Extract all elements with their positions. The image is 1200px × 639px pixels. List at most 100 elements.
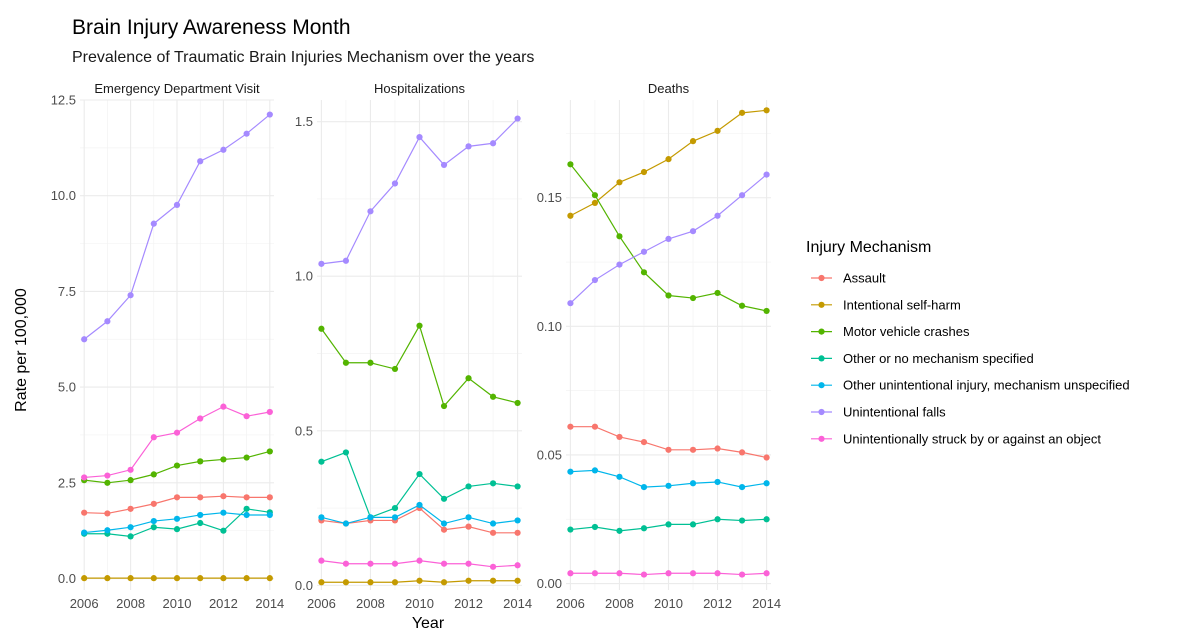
data-point — [391, 180, 399, 187]
data-point — [197, 511, 204, 519]
data-point — [342, 560, 350, 567]
data-point — [342, 520, 350, 527]
data-point — [197, 458, 204, 465]
legend-label: Assault — [843, 271, 886, 286]
data-point — [367, 579, 374, 586]
y-tick-label: 0.10 — [537, 319, 562, 334]
data-point — [150, 575, 157, 582]
data-point — [738, 571, 746, 578]
data-point — [665, 446, 672, 453]
data-point — [714, 212, 721, 219]
data-point — [391, 514, 399, 521]
data-point — [567, 468, 574, 475]
data-point — [440, 579, 448, 586]
data-point — [266, 448, 273, 455]
facet-panel: 0.00 0.05 0.10 0.15 2006 2008 2010 2012 2014 Deat… — [537, 81, 781, 611]
data-point — [514, 115, 521, 122]
series — [318, 557, 521, 570]
data-point — [440, 161, 448, 169]
data-point — [266, 111, 273, 118]
data-point — [440, 520, 448, 527]
legend-key-point — [818, 328, 825, 335]
data-point — [465, 523, 472, 530]
data-point — [465, 375, 472, 382]
legend: Injury Mechanism Assault Intentional self… — [806, 239, 1130, 446]
legend-item: Intentional self-harm — [811, 297, 961, 312]
data-point — [616, 473, 623, 480]
y-tick-label: 0.5 — [295, 423, 313, 438]
data-point — [714, 445, 721, 452]
data-point — [567, 161, 574, 168]
chart-title: Brain Injury Awareness Month — [72, 16, 351, 39]
data-point — [591, 192, 599, 199]
data-point — [665, 521, 672, 528]
legend-label: Motor vehicle crashes — [843, 324, 970, 339]
data-point — [391, 365, 399, 373]
data-point — [150, 517, 157, 525]
data-point — [266, 575, 273, 582]
data-point — [342, 579, 350, 586]
data-point — [591, 276, 599, 284]
data-point — [127, 292, 134, 299]
data-point — [220, 509, 227, 516]
data-point — [416, 557, 423, 564]
data-point — [514, 517, 521, 524]
data-point — [489, 480, 497, 487]
x-tick-label: 2014 — [752, 596, 781, 611]
data-point — [391, 579, 399, 586]
facet-title: Deaths — [648, 81, 690, 96]
data-point — [514, 529, 521, 536]
data-point — [714, 289, 721, 297]
series — [567, 570, 770, 578]
data-point — [465, 577, 472, 584]
y-tick-label: 1.5 — [295, 114, 313, 129]
data-point — [714, 478, 721, 486]
legend-label: Unintentionally struck by or against an … — [843, 431, 1101, 446]
data-point — [489, 563, 497, 570]
series — [567, 423, 770, 461]
data-point — [440, 402, 448, 410]
data-point — [127, 533, 134, 540]
data-point — [81, 509, 88, 516]
chart-subtitle: Prevalence of Traumatic Brain Injuries M… — [72, 49, 534, 66]
data-point — [489, 140, 497, 147]
x-axis-label: Year — [412, 615, 445, 632]
data-point — [591, 570, 599, 577]
data-point — [616, 570, 623, 577]
data-point — [738, 517, 746, 524]
data-point — [150, 500, 157, 507]
legend-item: Assault — [811, 271, 886, 286]
data-point — [763, 480, 770, 487]
data-point — [127, 575, 134, 582]
data-point — [616, 261, 623, 268]
data-point — [514, 399, 521, 407]
data-point — [220, 403, 227, 410]
data-point — [689, 570, 697, 577]
x-tick-label: 2010 — [405, 596, 434, 611]
data-point — [367, 359, 374, 366]
data-point — [104, 510, 111, 517]
data-point — [738, 192, 746, 199]
data-point — [197, 158, 204, 165]
data-point — [591, 467, 599, 474]
legend-label: Other or no mechanism specified — [843, 351, 1034, 366]
data-point — [318, 458, 325, 465]
facet-panels: 0.0 2.5 5.0 7.5 10.0 12.5 2006 2008 2010 2012 2014… — [51, 81, 781, 611]
data-point — [127, 477, 134, 484]
data-point — [665, 235, 672, 242]
data-point — [266, 494, 273, 501]
legend-item: Unintentionally struck by or against an … — [811, 431, 1101, 446]
legend-title: Injury Mechanism — [806, 239, 931, 256]
data-point — [689, 228, 697, 235]
data-point — [640, 438, 648, 446]
data-point — [104, 527, 111, 534]
facet-title: Emergency Department Visit — [94, 81, 260, 96]
series — [567, 516, 770, 534]
data-point — [416, 322, 423, 329]
y-tick-label: 12.5 — [51, 93, 76, 108]
x-tick-label: 2014 — [503, 596, 532, 611]
data-point — [342, 359, 350, 366]
legend-key-point — [818, 435, 825, 442]
series — [318, 577, 521, 586]
legend-key-point — [818, 408, 825, 416]
